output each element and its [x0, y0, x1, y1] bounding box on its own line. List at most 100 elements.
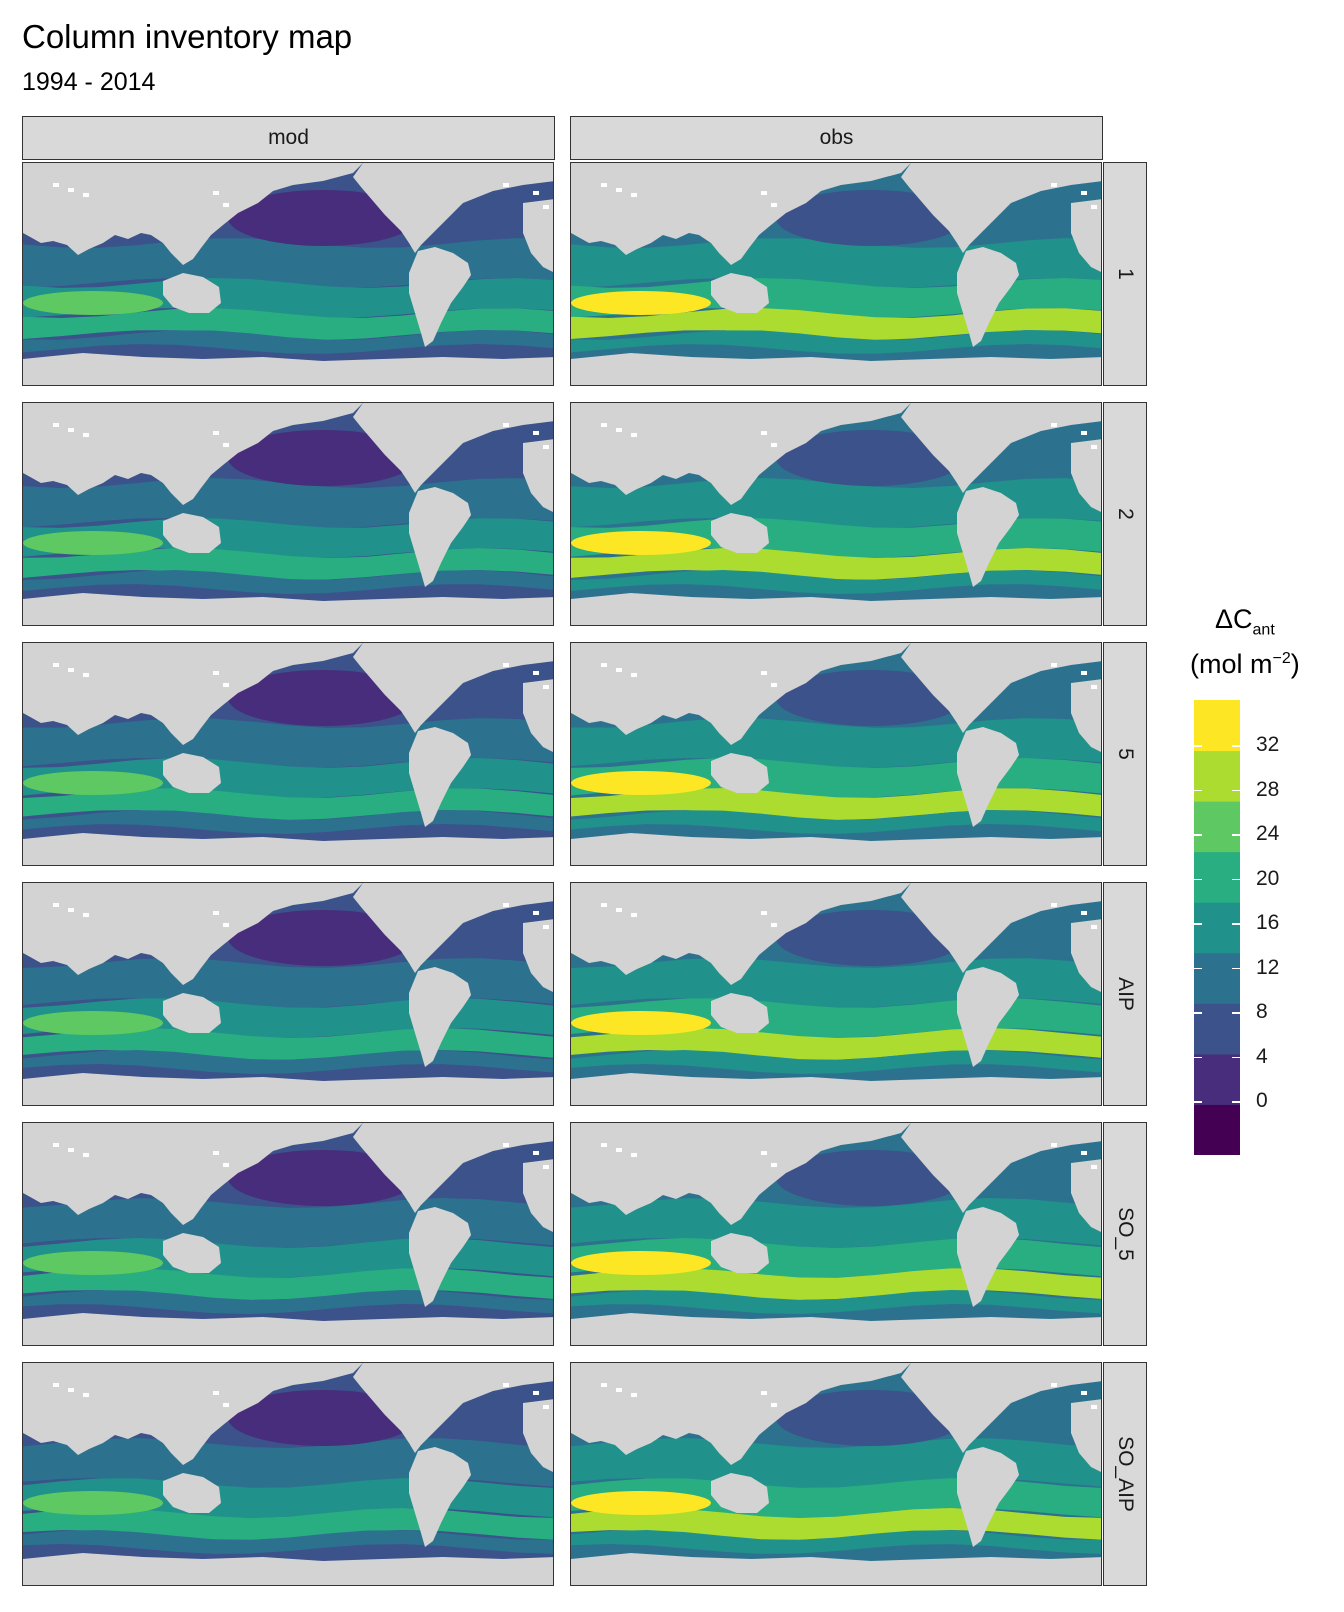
ice-speck — [213, 911, 219, 915]
land-mass — [23, 643, 363, 745]
land-mass — [23, 353, 553, 385]
ice-speck — [601, 1383, 607, 1387]
ice-speck — [213, 1391, 219, 1395]
ice-speck — [1091, 205, 1097, 209]
ice-speck — [1091, 1405, 1097, 1409]
row-strip-aip: AIP — [1103, 882, 1147, 1106]
ice-speck — [68, 668, 74, 672]
ice-speck — [68, 1388, 74, 1392]
legend-swatch — [1194, 1104, 1240, 1155]
map-panel-mod-AIP — [22, 882, 554, 1106]
land-mass — [1071, 679, 1101, 752]
ice-speck — [631, 913, 637, 917]
ice-speck — [83, 193, 89, 197]
legend-tick-label: 0 — [1256, 1089, 1268, 1112]
row-strip-1: 1 — [1103, 162, 1147, 386]
land-mass — [409, 727, 471, 827]
land-mass — [409, 1207, 471, 1307]
land-mass — [1071, 919, 1101, 992]
indian-ocean-high — [571, 771, 711, 795]
plot-subtitle: 1994 - 2014 — [22, 68, 156, 96]
land-mass — [711, 513, 769, 553]
map-panel-mod-5 — [22, 642, 554, 866]
legend-tick-mark — [1194, 789, 1202, 791]
ice-speck — [1081, 671, 1087, 675]
ice-speck — [1051, 423, 1057, 427]
legend-tick-label: 8 — [1256, 1000, 1268, 1023]
land-mass — [711, 993, 769, 1033]
ice-speck — [631, 433, 637, 437]
ice-speck — [631, 673, 637, 677]
ice-speck — [543, 445, 549, 449]
north-pacific-low — [776, 910, 966, 966]
ice-speck — [223, 203, 229, 207]
land-mass — [1041, 403, 1081, 421]
ice-speck — [503, 423, 509, 427]
indian-ocean-high — [571, 1011, 711, 1035]
ice-speck — [213, 1151, 219, 1155]
legend-tick-mark — [1194, 1012, 1202, 1014]
land-mass — [493, 403, 533, 421]
ice-speck — [543, 925, 549, 929]
land-mass — [1041, 883, 1081, 901]
land-mass — [957, 727, 1019, 827]
land-mass — [571, 1553, 1101, 1585]
land-mass — [163, 273, 221, 313]
north-pacific-low — [228, 910, 418, 966]
map-panel-obs-AIP — [570, 882, 1102, 1106]
indian-ocean-high — [23, 1251, 163, 1275]
land-mass — [571, 1313, 1101, 1345]
legend-tick-mark — [1232, 745, 1240, 747]
land-mass — [493, 163, 533, 181]
legend-tick-mark — [1194, 1056, 1202, 1058]
ice-speck — [761, 671, 767, 675]
ice-speck — [83, 673, 89, 677]
ice-speck — [1051, 1143, 1057, 1147]
legend-tick-label: 32 — [1256, 733, 1280, 756]
ice-speck — [761, 191, 767, 195]
legend-tick-mark — [1194, 1101, 1202, 1103]
indian-ocean-high — [571, 531, 711, 555]
inventory-band — [571, 570, 1101, 594]
land-mass — [1041, 1363, 1081, 1381]
land-mass — [571, 833, 1101, 865]
land-mass — [23, 833, 553, 865]
ice-speck — [68, 188, 74, 192]
ice-speck — [533, 671, 539, 675]
ice-speck — [771, 923, 777, 927]
land-mass — [571, 403, 911, 505]
ice-speck — [616, 1148, 622, 1152]
ice-speck — [761, 431, 767, 435]
legend-tick-mark — [1194, 834, 1202, 836]
indian-ocean-high — [23, 1491, 163, 1515]
ice-speck — [616, 908, 622, 912]
ice-speck — [503, 1143, 509, 1147]
land-mass — [711, 273, 769, 313]
north-pacific-low — [776, 190, 966, 246]
land-mass — [409, 967, 471, 1067]
legend-tick-label: 12 — [1256, 955, 1280, 979]
column-strip-obs: obs — [570, 116, 1103, 160]
land-mass — [711, 753, 769, 793]
map-panel-mod-1 — [22, 162, 554, 386]
land-mass — [571, 883, 911, 985]
ice-speck — [83, 433, 89, 437]
indian-ocean-high — [571, 1251, 711, 1275]
ice-speck — [53, 423, 59, 427]
row-strip-2: 2 — [1103, 402, 1147, 626]
north-pacific-low — [776, 1150, 966, 1206]
legend-tick-mark — [1232, 789, 1240, 791]
ice-speck — [771, 443, 777, 447]
row-strip-so5: SO_5 — [1103, 1122, 1147, 1346]
inventory-band — [23, 570, 553, 594]
land-mass — [957, 967, 1019, 1067]
land-mass — [523, 1159, 553, 1232]
land-mass — [1071, 439, 1101, 512]
land-mass — [23, 163, 363, 265]
ice-speck — [616, 668, 622, 672]
land-mass — [711, 1473, 769, 1513]
ice-speck — [543, 1165, 549, 1169]
ice-speck — [761, 911, 767, 915]
ice-speck — [223, 443, 229, 447]
column-strip-mod: mod — [22, 116, 555, 160]
